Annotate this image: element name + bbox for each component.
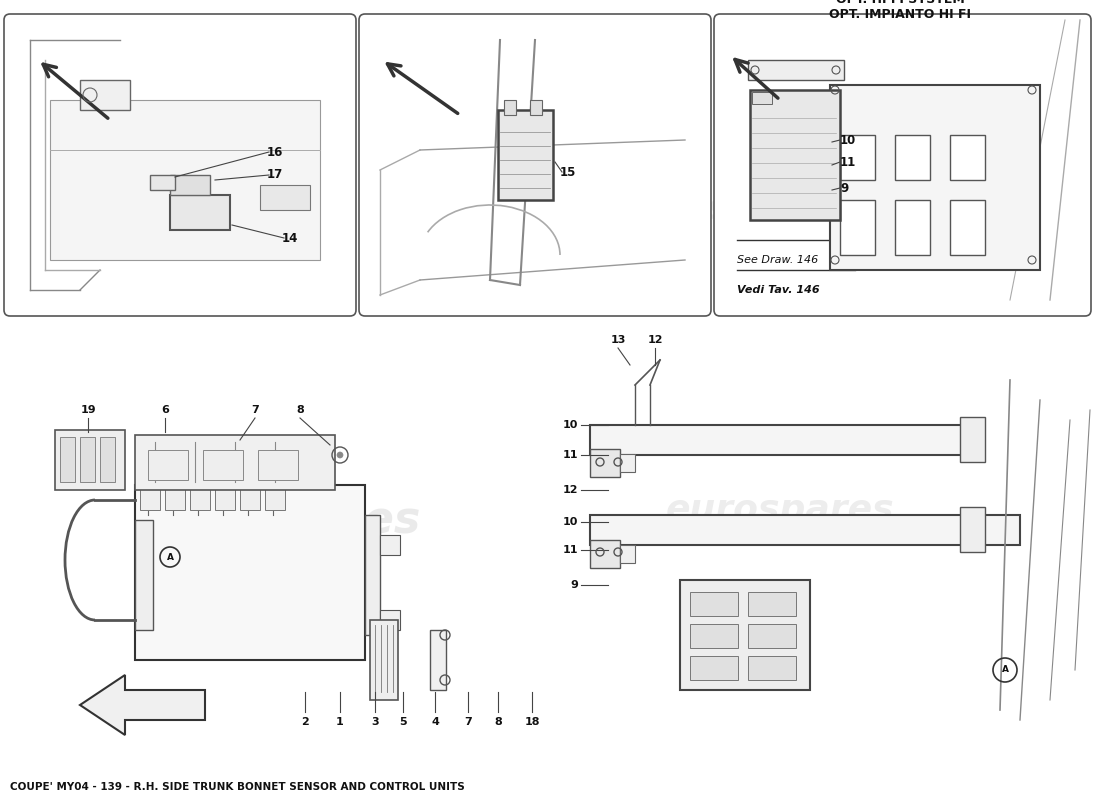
Bar — [498, 110, 553, 200]
Text: OPT. IMPIANTO HI FI: OPT. IMPIANTO HI FI — [829, 8, 971, 21]
Bar — [148, 450, 188, 480]
Bar — [960, 417, 984, 462]
Text: A: A — [166, 553, 174, 562]
Text: 3: 3 — [371, 717, 378, 727]
Bar — [150, 175, 175, 190]
Bar — [430, 630, 446, 690]
Bar — [265, 485, 285, 510]
Bar — [950, 135, 984, 180]
FancyBboxPatch shape — [4, 14, 356, 316]
Bar — [80, 80, 130, 110]
Bar — [748, 592, 796, 616]
Text: spareseurospares: spareseurospares — [392, 194, 728, 226]
Bar — [135, 520, 153, 630]
Bar — [960, 507, 984, 552]
Text: 2: 2 — [301, 717, 309, 727]
Bar — [55, 430, 125, 490]
Bar — [752, 92, 772, 104]
Text: A: A — [1001, 666, 1009, 674]
Text: eurospares: eurospares — [666, 493, 894, 527]
Bar — [620, 545, 635, 563]
Bar — [370, 620, 398, 700]
Bar — [204, 450, 243, 480]
Bar — [240, 485, 260, 510]
Text: 11: 11 — [562, 450, 578, 460]
Bar — [748, 624, 796, 648]
Text: 19: 19 — [80, 405, 96, 415]
Text: COUPE' MY04 - 139 - R.H. SIDE TRUNK BONNET SENSOR AND CONTROL UNITS: COUPE' MY04 - 139 - R.H. SIDE TRUNK BONN… — [10, 782, 464, 792]
Text: 7: 7 — [464, 717, 472, 727]
Bar — [50, 100, 320, 260]
Bar — [165, 485, 185, 510]
Text: 8: 8 — [494, 717, 502, 727]
Text: 8: 8 — [296, 405, 304, 415]
Polygon shape — [80, 675, 205, 735]
Text: OPT. HI FI SYSTEM: OPT. HI FI SYSTEM — [836, 0, 965, 6]
Text: 12: 12 — [647, 335, 662, 345]
Text: Vedi Tav. 146: Vedi Tav. 146 — [737, 285, 820, 295]
Text: 16: 16 — [267, 146, 283, 158]
Bar — [379, 610, 400, 630]
Bar — [590, 425, 970, 455]
Text: 5: 5 — [399, 717, 407, 727]
Bar — [135, 435, 336, 490]
Bar — [690, 656, 738, 680]
Bar — [950, 200, 984, 255]
Text: 12: 12 — [562, 485, 578, 495]
Bar — [840, 135, 874, 180]
Bar — [690, 624, 738, 648]
Bar — [170, 175, 210, 195]
Bar — [60, 437, 75, 482]
Circle shape — [337, 452, 343, 458]
FancyBboxPatch shape — [359, 14, 711, 316]
FancyBboxPatch shape — [714, 14, 1091, 316]
Bar — [530, 100, 542, 115]
Text: 9: 9 — [840, 182, 848, 194]
Text: 13: 13 — [610, 335, 626, 345]
Text: 11: 11 — [562, 545, 578, 555]
Bar — [379, 535, 400, 555]
Bar — [590, 515, 1020, 545]
Text: See Draw. 146: See Draw. 146 — [737, 255, 818, 265]
Text: 18: 18 — [525, 717, 540, 727]
Bar — [214, 485, 235, 510]
Text: 1: 1 — [337, 717, 344, 727]
Text: 10: 10 — [562, 517, 578, 527]
Bar — [680, 580, 810, 690]
Bar — [895, 200, 930, 255]
Bar — [504, 100, 516, 115]
Bar — [840, 200, 874, 255]
Bar — [895, 135, 930, 180]
Text: 11: 11 — [840, 155, 856, 169]
Bar — [590, 449, 620, 477]
Bar — [690, 592, 738, 616]
Text: 7: 7 — [251, 405, 258, 415]
Text: 14: 14 — [282, 231, 298, 245]
Bar — [748, 656, 796, 680]
Text: 10: 10 — [562, 420, 578, 430]
Text: 15: 15 — [560, 166, 576, 178]
Bar — [190, 485, 210, 510]
Bar — [620, 454, 635, 472]
Text: 10: 10 — [840, 134, 856, 146]
Text: eurospares: eurospares — [140, 498, 420, 542]
Bar — [80, 437, 95, 482]
Bar — [258, 450, 298, 480]
Bar — [830, 85, 1040, 270]
Bar — [750, 90, 840, 220]
Text: 6: 6 — [161, 405, 169, 415]
Bar — [365, 515, 380, 635]
Bar — [100, 437, 116, 482]
Text: 17: 17 — [267, 169, 283, 182]
Text: 4: 4 — [431, 717, 439, 727]
Bar — [590, 540, 620, 568]
Bar — [748, 60, 844, 80]
Bar — [170, 195, 230, 230]
Bar — [135, 485, 365, 660]
Bar — [260, 185, 310, 210]
Text: 9: 9 — [570, 580, 578, 590]
Bar — [140, 485, 159, 510]
